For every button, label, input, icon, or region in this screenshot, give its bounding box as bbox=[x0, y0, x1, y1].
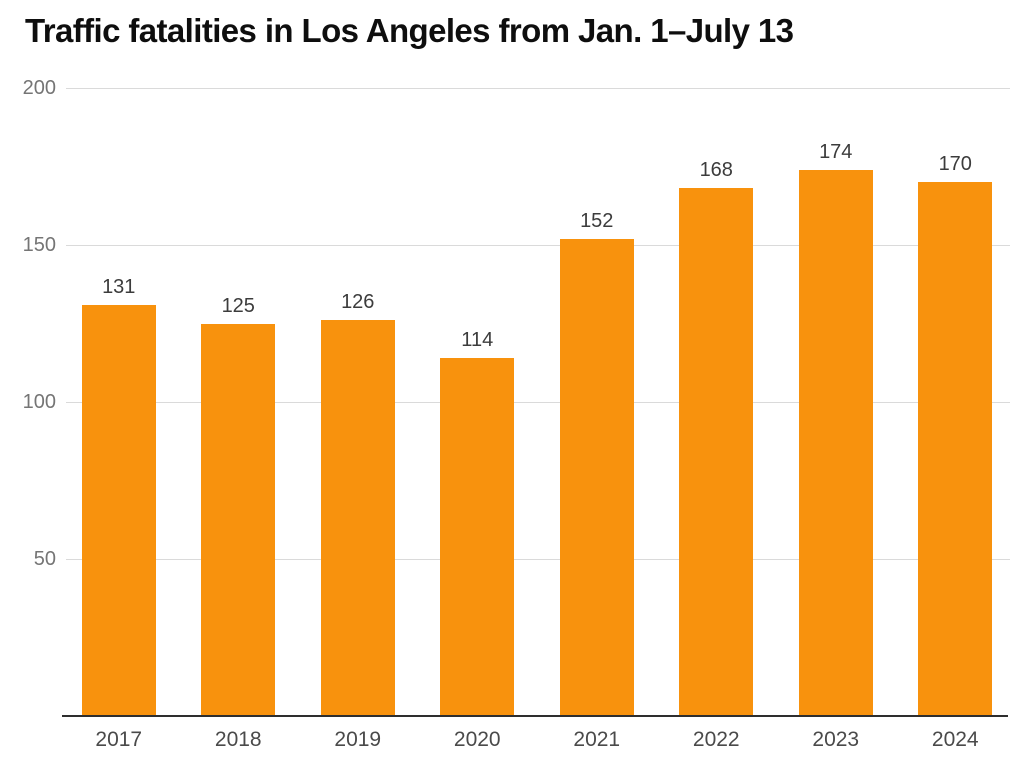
gridline bbox=[66, 244, 1010, 246]
x-axis-category-label: 2024 bbox=[931, 728, 979, 751]
bar bbox=[320, 320, 395, 716]
bar-value-label: 131 bbox=[102, 275, 136, 298]
bar-value-label: 152 bbox=[580, 209, 614, 232]
bar bbox=[201, 323, 276, 716]
bar-value-label: 170 bbox=[938, 153, 972, 176]
y-axis-tick-label: 200 bbox=[22, 77, 56, 99]
gridline bbox=[66, 558, 1010, 560]
y-axis-tick-label: 150 bbox=[22, 234, 56, 256]
x-axis-category-label: 2019 bbox=[334, 728, 382, 751]
bar-value-label: 126 bbox=[341, 291, 375, 314]
bar-value-label: 114 bbox=[461, 329, 494, 352]
x-axis-category-label: 2022 bbox=[692, 728, 740, 751]
chart-title: Traffic fatalities in Los Angeles from J… bbox=[25, 12, 794, 49]
bar-value-label: 168 bbox=[699, 159, 733, 182]
x-axis-category-label: 2023 bbox=[812, 728, 860, 751]
y-axis-tick-label: 100 bbox=[22, 391, 56, 413]
bar bbox=[559, 238, 634, 716]
bar bbox=[440, 358, 515, 716]
gridline bbox=[66, 87, 1010, 89]
bar bbox=[81, 304, 156, 716]
bar-value-label: 174 bbox=[819, 140, 853, 163]
x-axis-line bbox=[62, 714, 1008, 717]
x-axis-category-label: 2018 bbox=[214, 728, 262, 751]
x-axis-category-label: 2021 bbox=[573, 728, 621, 751]
x-axis-category-label: 2020 bbox=[453, 728, 501, 751]
gridline bbox=[66, 401, 1010, 403]
bar-value-label: 125 bbox=[221, 294, 255, 317]
bar bbox=[798, 169, 873, 716]
y-axis-tick-label: 50 bbox=[33, 548, 56, 570]
bar bbox=[679, 188, 754, 716]
bar bbox=[918, 182, 993, 716]
x-axis-category-label: 2017 bbox=[95, 728, 143, 751]
